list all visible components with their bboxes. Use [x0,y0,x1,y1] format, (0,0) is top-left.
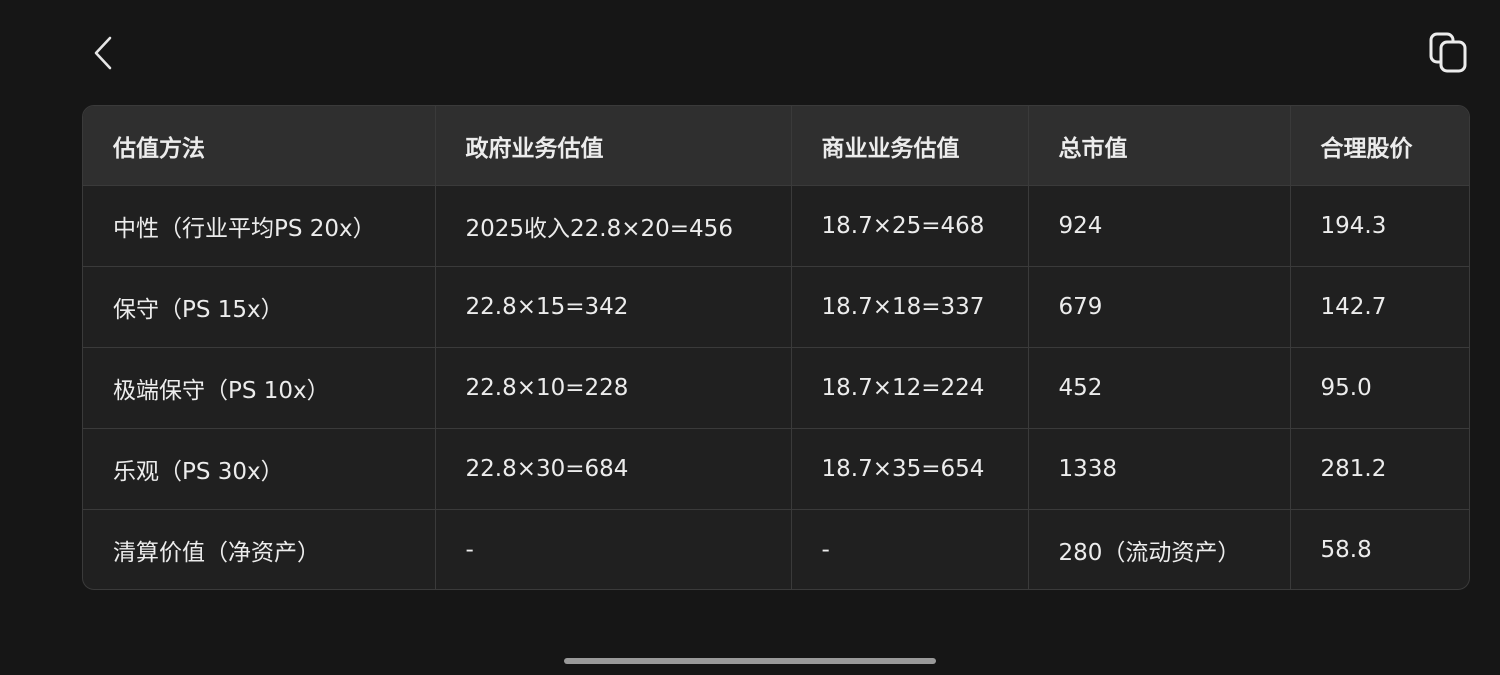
table-cell: 281.2 [1289,428,1469,510]
table-cell: 22.8×15=342 [434,266,792,348]
table-cell: 2025收入22.8×20=456 [434,185,792,267]
table-header-row: 估值方法 政府业务估值 商业业务估值 总市值 合理股价 [83,106,1469,186]
table-row: 乐观（PS 30x） 22.8×30=684 18.7×35=654 1338 281.… [83,428,1469,510]
table-cell: 95.0 [1289,347,1469,429]
table-cell: 22.8×30=684 [434,428,792,510]
table-cell: 142.7 [1289,266,1469,348]
column-header: 估值方法 [83,106,436,186]
home-indicator[interactable] [564,658,936,664]
table-cell: 58.8 [1289,509,1469,589]
table-cell: 保守（PS 15x） [83,266,436,348]
table-cell: 清算价值（净资产） [83,509,436,589]
column-header: 政府业务估值 [434,106,792,186]
table-cell: 452 [1027,347,1291,429]
table-cell: 280（流动资产） [1027,509,1291,589]
table-cell: 18.7×18=337 [790,266,1029,348]
chevron-left-icon [94,36,112,70]
table-cell: 18.7×25=468 [790,185,1029,267]
copy-icon [1429,32,1467,73]
table-row: 清算价值（净资产） - -280（流动资产） 58.8 [83,509,1469,589]
valuation-table: 估值方法 政府业务估值 商业业务估值 总市值 合理股价 中性（行业平均PS 20… [82,105,1470,590]
table-cell: 中性（行业平均PS 20x） [83,185,436,267]
table-cell: - [434,509,792,589]
table-cell: 1338 [1027,428,1291,510]
table-row: 极端保守（PS 10x） 22.8×10=228 18.7×12=224 452 95.… [83,347,1469,429]
table-cell: 194.3 [1289,185,1469,267]
table-cell: 18.7×35=654 [790,428,1029,510]
table-row: 保守（PS 15x） 22.8×15=342 18.7×18=337 679 142.7 [83,266,1469,348]
column-header: 总市值 [1027,106,1291,186]
table-cell: 乐观（PS 30x） [83,428,436,510]
copy-button[interactable] [1426,30,1470,74]
table-cell: 679 [1027,266,1291,348]
table-cell: 924 [1027,185,1291,267]
column-header: 商业业务估值 [790,106,1029,186]
table-cell: - [790,509,1029,589]
table-cell: 22.8×10=228 [434,347,792,429]
back-button[interactable] [88,34,118,72]
table-cell: 极端保守（PS 10x） [83,347,436,429]
table-row: 中性（行业平均PS 20x） 2025收入22.8×20=456 18.7×25=4… [83,185,1469,267]
column-header: 合理股价 [1289,106,1469,186]
table-cell: 18.7×12=224 [790,347,1029,429]
